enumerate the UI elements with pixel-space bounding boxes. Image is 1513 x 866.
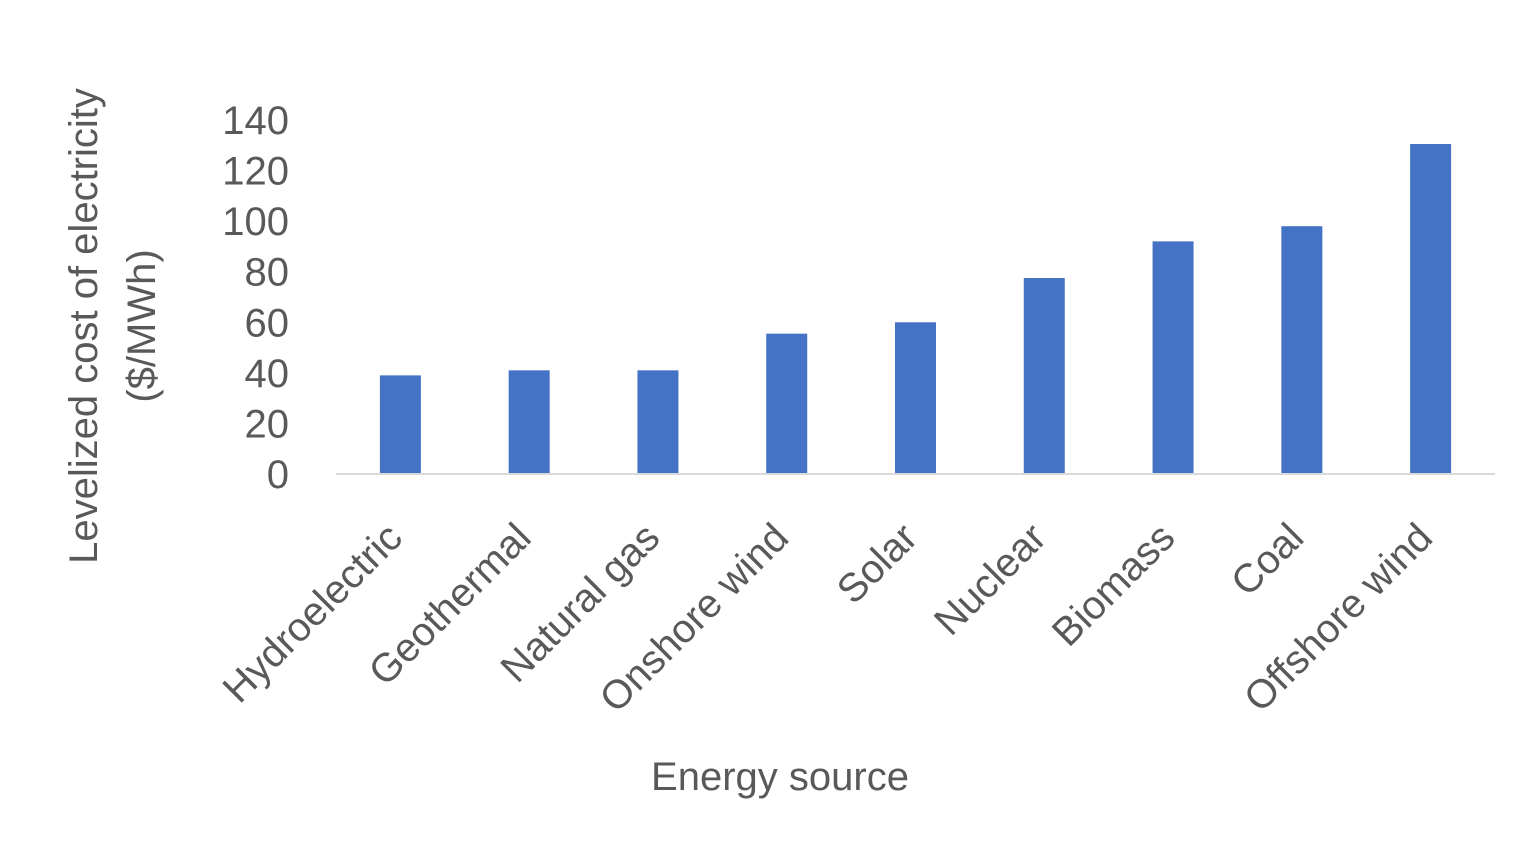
- y-tick-label: 140: [222, 99, 289, 143]
- bar: [1410, 144, 1452, 474]
- bar: [1281, 226, 1323, 474]
- bar: [508, 370, 550, 474]
- bars: [379, 144, 1452, 474]
- bar: [379, 375, 421, 474]
- y-axis-title: Levelized cost of electricity ($/MWh): [62, 88, 164, 564]
- x-category-label: Coal: [1223, 515, 1312, 604]
- y-axis-ticks: 0 20 40 60 80 100 120 140: [222, 99, 289, 497]
- bar: [1023, 278, 1065, 474]
- y-axis-title-line-2: ($/MWh): [120, 249, 164, 402]
- y-tick-label: 0: [267, 453, 289, 497]
- x-axis-title: Energy source: [651, 755, 909, 799]
- y-tick-label: 20: [245, 402, 290, 446]
- x-category-label: Solar: [829, 515, 926, 612]
- bar: [637, 370, 679, 474]
- y-tick-label: 120: [222, 150, 289, 194]
- y-tick-label: 80: [245, 251, 290, 295]
- y-axis-title-line-1: Levelized cost of electricity: [62, 88, 106, 564]
- y-tick-label: 100: [222, 200, 289, 244]
- x-category-label: Nuclear: [926, 515, 1055, 644]
- bar: [895, 322, 936, 474]
- x-category-label: Biomass: [1044, 515, 1184, 655]
- y-tick-label: 40: [245, 352, 290, 396]
- bar: [766, 333, 808, 474]
- bar: [1152, 241, 1194, 474]
- y-tick-label: 60: [245, 301, 290, 345]
